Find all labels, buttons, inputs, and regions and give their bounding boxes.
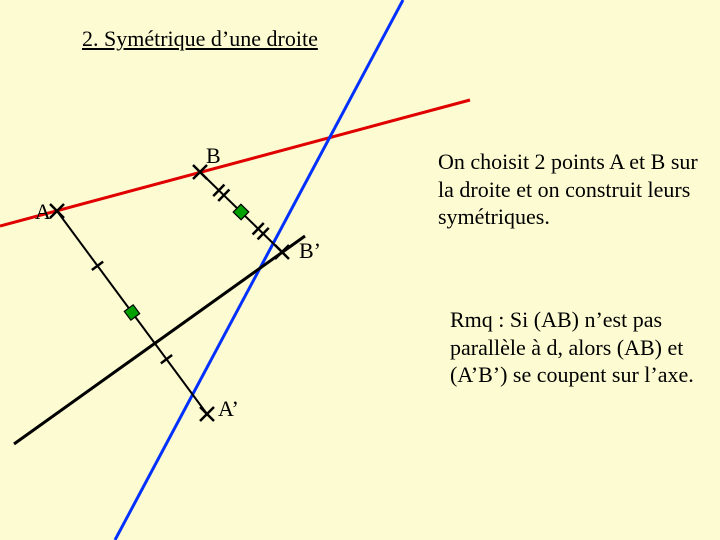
diagram-svg bbox=[0, 0, 720, 540]
paragraph-construction: On choisit 2 points A et B sur la droite… bbox=[438, 148, 702, 231]
section-title: 2. Symétrique d’une droite bbox=[82, 26, 318, 52]
point-label-a: A bbox=[35, 199, 51, 225]
paragraph-remark: Rmq : Si (AB) n’est pas parallèle à d, a… bbox=[450, 306, 704, 389]
point-label-a-prime: A’ bbox=[218, 396, 239, 422]
point-label-b-prime: B’ bbox=[299, 238, 321, 264]
diagram-canvas: 2. Symétrique d’une droite A B B’ A’ On … bbox=[0, 0, 720, 540]
point-label-b: B bbox=[206, 143, 221, 169]
